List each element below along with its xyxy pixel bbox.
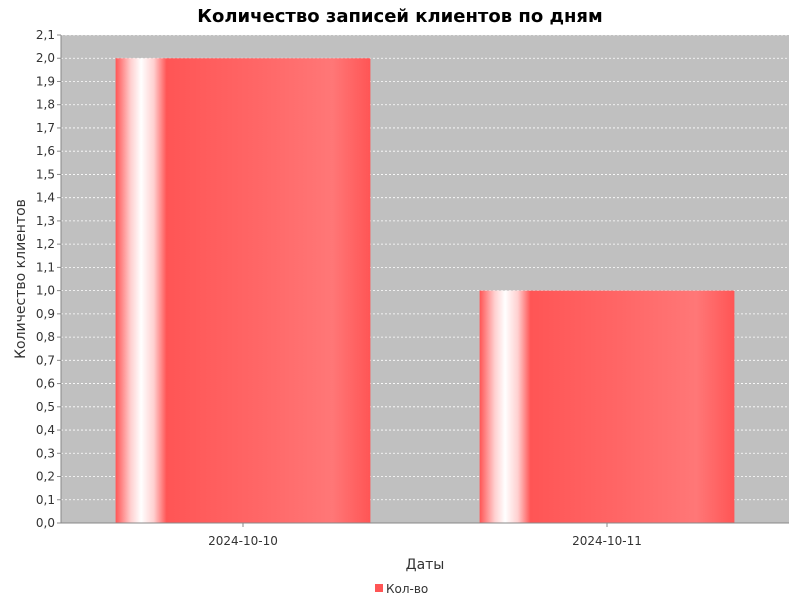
y-tick-label: 1,0 <box>36 284 55 298</box>
y-tick-label: 1,3 <box>36 214 55 228</box>
legend-swatch <box>375 584 383 592</box>
x-tick-label: 2024-10-11 <box>572 534 642 548</box>
y-tick-label: 0,4 <box>36 423 55 437</box>
y-tick-label: 0,1 <box>36 493 55 507</box>
y-axis: 0,0 0,1 0,2 0,3 0,4 0,5 0,6 0,7 0,8 0,9 1,0 1,1 1,2 1… <box>36 28 61 530</box>
y-tick-label: 2,1 <box>36 28 55 42</box>
chart-title: Количество записей клиентов по дням <box>197 6 602 27</box>
bars <box>115 58 735 523</box>
y-tick-label: 0,9 <box>36 307 55 321</box>
y-tick-label: 1,2 <box>36 237 55 251</box>
legend-label: Кол-во <box>386 582 428 596</box>
legend: Кол-во <box>375 582 428 596</box>
y-tick-label: 1,7 <box>36 121 55 135</box>
y-tick-label: 1,1 <box>36 260 55 274</box>
y-tick-label: 1,8 <box>36 98 55 112</box>
y-tick-label: 1,9 <box>36 74 55 88</box>
x-tick-label: 2024-10-10 <box>208 534 278 548</box>
y-tick-label: 0,5 <box>36 400 55 414</box>
y-tick-label: 1,4 <box>36 191 55 205</box>
x-axis-label: Даты <box>406 557 445 573</box>
y-tick-label: 0,8 <box>36 330 55 344</box>
x-axis: 2024-10-10 2024-10-11 <box>208 523 642 548</box>
y-tick-label: 0,3 <box>36 446 55 460</box>
y-tick-label: 0,7 <box>36 353 55 367</box>
y-axis-label: Количество клиентов <box>13 199 29 359</box>
y-tick-label: 1,6 <box>36 144 55 158</box>
y-tick-label: 1,5 <box>36 167 55 181</box>
y-tick-label: 2,0 <box>36 51 55 65</box>
bar <box>479 290 735 523</box>
y-tick-label: 0,2 <box>36 470 55 484</box>
bar <box>115 58 371 523</box>
y-tick-label: 0,0 <box>36 516 55 530</box>
y-tick-label: 0,6 <box>36 377 55 391</box>
